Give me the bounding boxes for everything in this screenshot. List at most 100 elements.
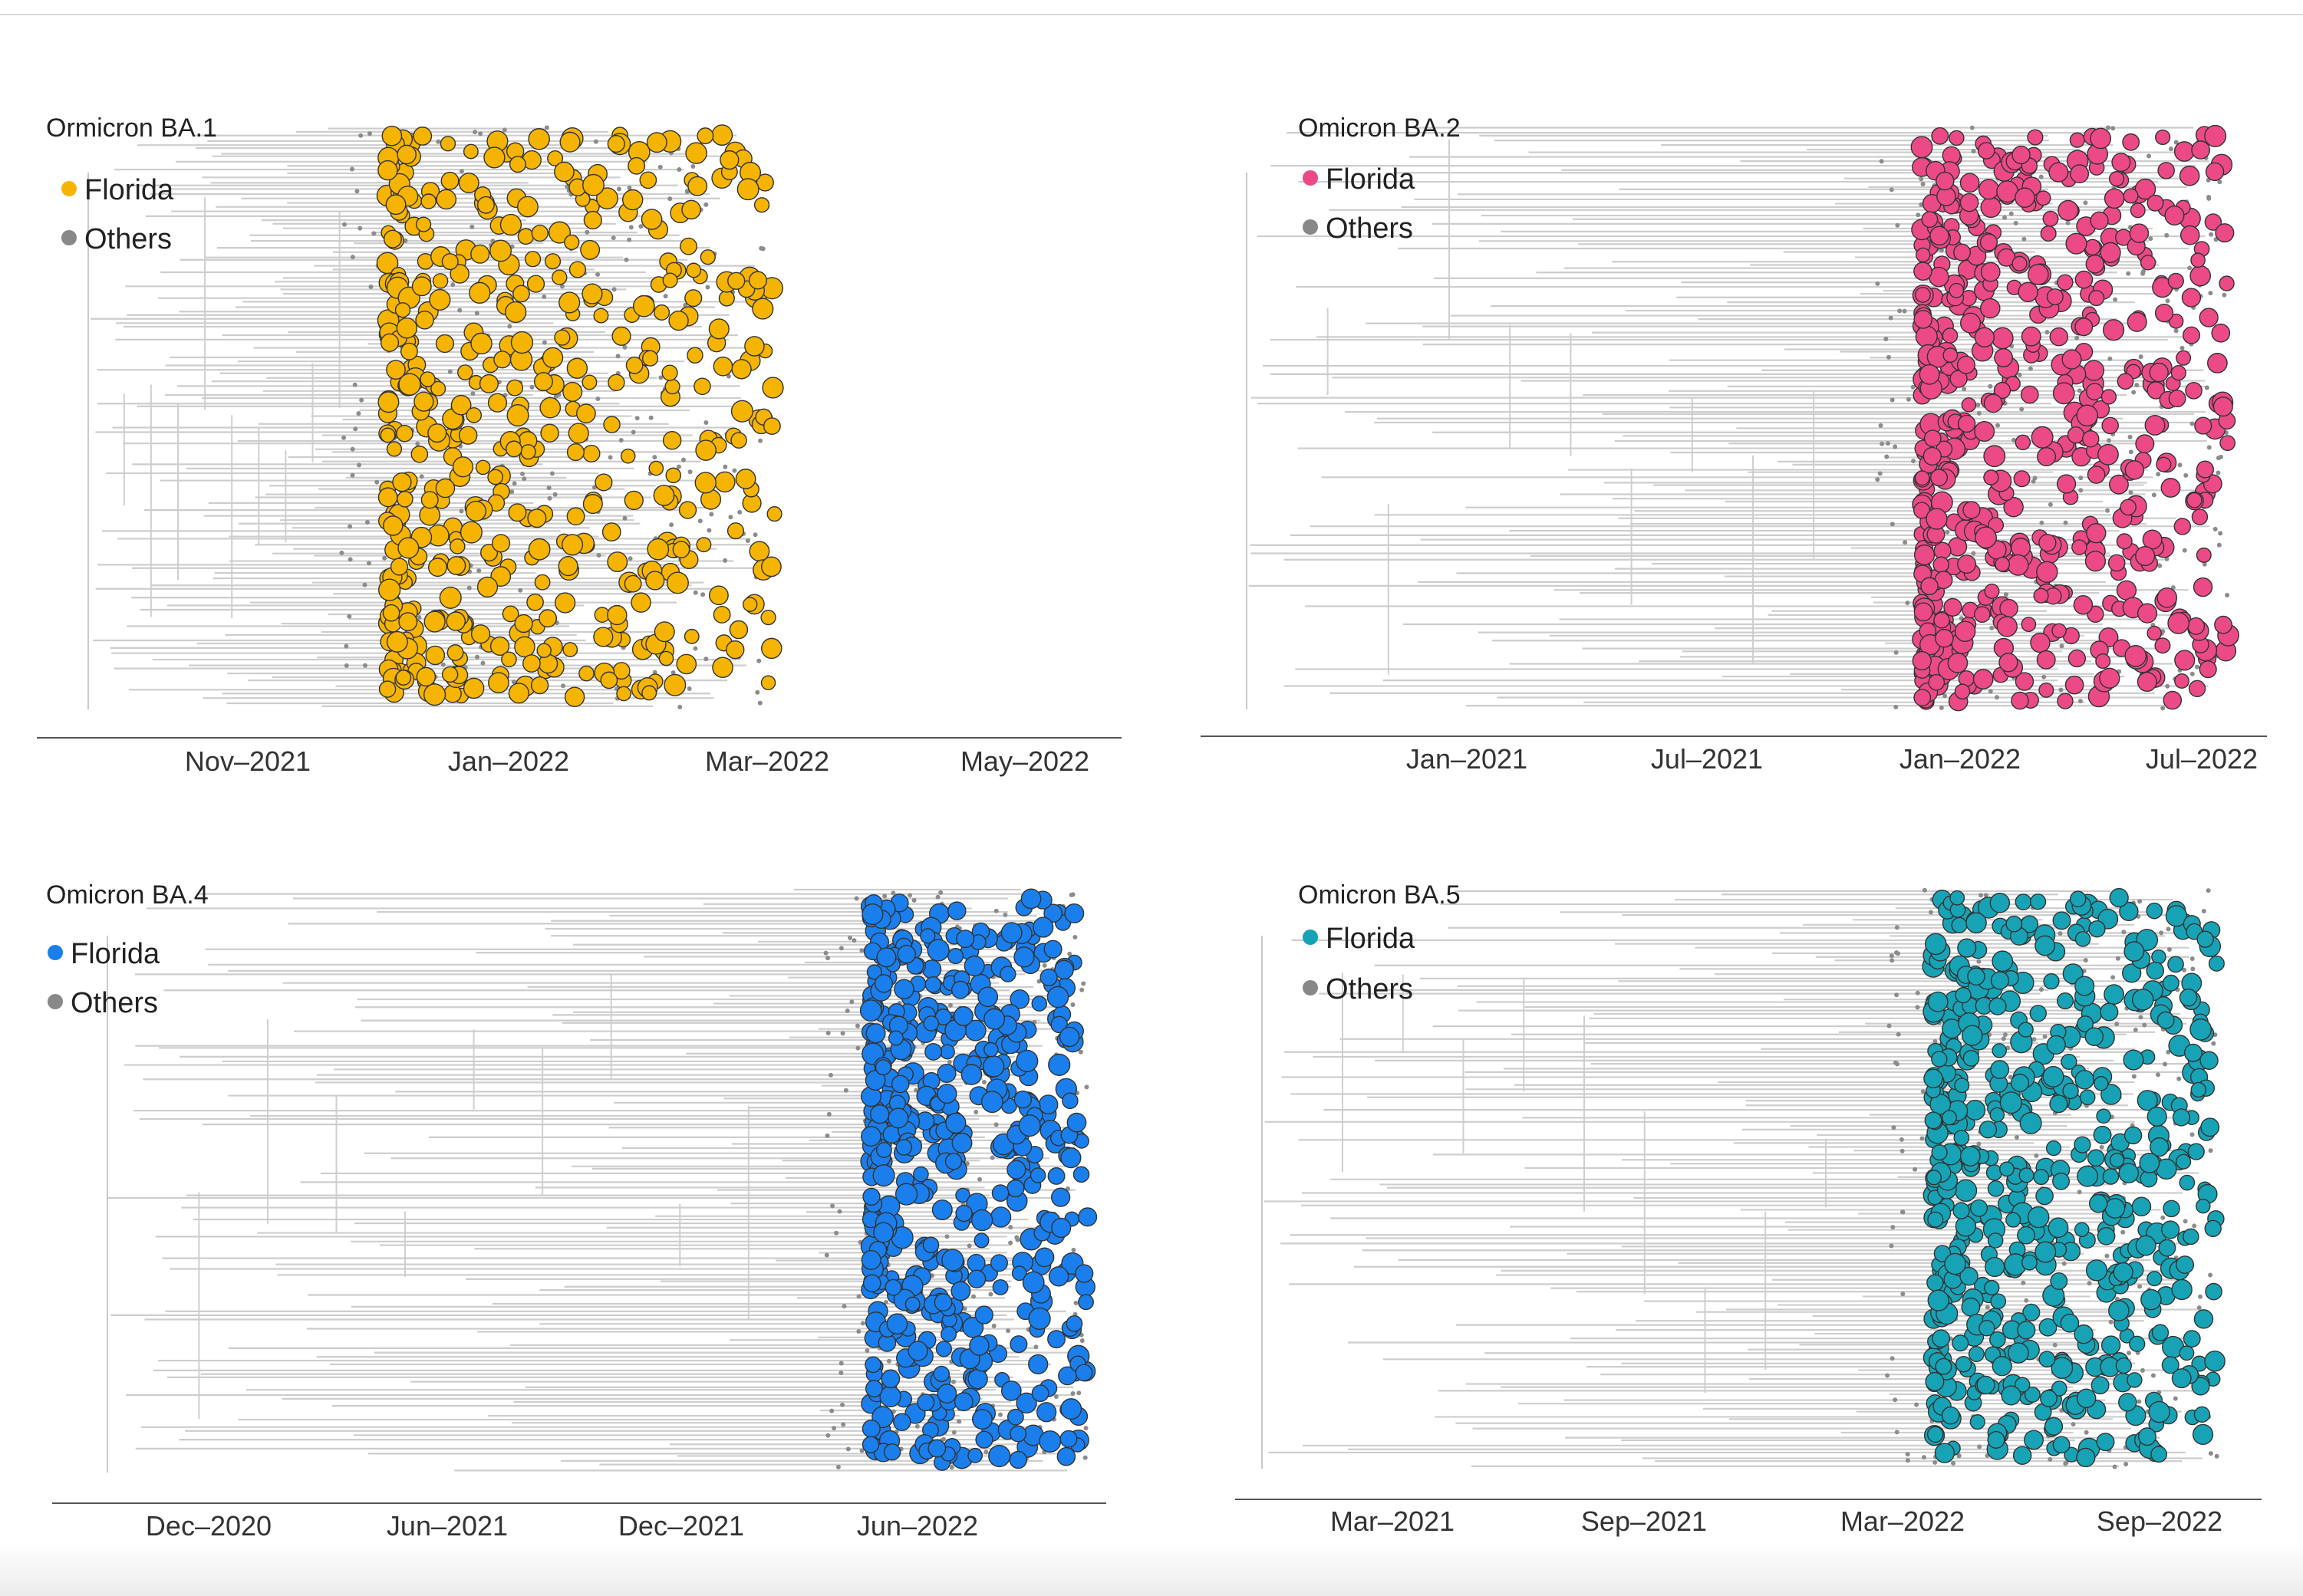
florida-tip bbox=[951, 980, 970, 999]
florida-tip bbox=[2036, 561, 2058, 584]
florida-tip bbox=[2043, 972, 2060, 990]
florida-tip bbox=[1062, 1092, 1079, 1110]
florida-tip bbox=[2010, 1073, 2030, 1093]
panel-title-ba4: Omicron BA.4 bbox=[46, 880, 209, 910]
florida-tip bbox=[1048, 1053, 1071, 1076]
florida-tip bbox=[2034, 935, 2056, 956]
others-tip bbox=[737, 509, 743, 515]
others-tip bbox=[2048, 502, 2053, 507]
florida-tip bbox=[1033, 916, 1054, 938]
florida-tip bbox=[2120, 499, 2137, 516]
florida-tip bbox=[2147, 381, 2166, 400]
florida-tip bbox=[533, 372, 553, 392]
florida-tip bbox=[1043, 903, 1063, 923]
others-tip bbox=[658, 375, 664, 380]
legend-florida-dot-ba2 bbox=[1303, 170, 1318, 186]
florida-tip bbox=[2096, 1433, 2115, 1452]
others-tip bbox=[415, 441, 420, 446]
florida-tip bbox=[964, 955, 985, 977]
florida-tip bbox=[2033, 587, 2049, 604]
others-tip bbox=[983, 1450, 989, 1455]
florida-tip bbox=[935, 1341, 952, 1357]
others-tip bbox=[1891, 1125, 1896, 1130]
florida-tip bbox=[729, 620, 749, 640]
others-tip bbox=[1076, 1390, 1082, 1396]
others-tip bbox=[652, 670, 657, 675]
florida-tip bbox=[1928, 673, 1946, 691]
others-tip bbox=[466, 585, 472, 591]
others-tip bbox=[1893, 704, 1899, 709]
florida-tip bbox=[1010, 1335, 1028, 1354]
others-tip bbox=[1932, 1038, 1938, 1044]
florida-tip bbox=[436, 189, 457, 210]
others-tip bbox=[2177, 462, 2183, 468]
florida-tip bbox=[2074, 1069, 2095, 1090]
others-tip bbox=[914, 1423, 920, 1429]
others-tip bbox=[1910, 384, 1916, 390]
others-tip bbox=[2209, 232, 2214, 237]
florida-tip bbox=[1989, 893, 2011, 913]
tip-points-ba1 bbox=[339, 124, 784, 709]
others-tip bbox=[1889, 187, 1894, 193]
others-tip bbox=[1962, 387, 1967, 392]
florida-tip bbox=[2129, 223, 2150, 243]
others-tip bbox=[859, 1448, 865, 1453]
others-tip bbox=[2021, 236, 2027, 242]
florida-tip bbox=[1959, 173, 1980, 193]
florida-tip bbox=[2077, 1165, 2099, 1187]
others-tip bbox=[709, 512, 714, 517]
others-tip bbox=[628, 225, 634, 230]
florida-tip bbox=[440, 136, 456, 152]
florida-tip bbox=[967, 1447, 983, 1463]
florida-tip bbox=[2085, 255, 2105, 274]
others-tip bbox=[470, 391, 476, 397]
others-tip bbox=[2133, 1027, 2138, 1032]
florida-tip bbox=[491, 534, 511, 553]
florida-tip bbox=[450, 264, 469, 284]
others-tip bbox=[2078, 476, 2084, 481]
others-tip bbox=[348, 524, 353, 529]
florida-tip bbox=[420, 371, 436, 387]
others-tip bbox=[2077, 388, 2082, 393]
panel-title-ba2: Omicron BA.2 bbox=[1298, 114, 1461, 143]
others-tip bbox=[2002, 1032, 2008, 1038]
florida-tip bbox=[1915, 325, 1938, 348]
florida-tip bbox=[662, 430, 682, 450]
others-tip bbox=[1975, 402, 1981, 407]
florida-tip bbox=[1913, 502, 1931, 519]
florida-tip bbox=[1935, 1357, 1952, 1375]
florida-tip bbox=[2204, 1219, 2222, 1237]
others-tip bbox=[1003, 912, 1008, 917]
others-tip bbox=[559, 284, 565, 289]
florida-tip bbox=[1916, 247, 1931, 263]
florida-tip bbox=[873, 1222, 895, 1243]
florida-tip bbox=[1998, 1161, 2015, 1177]
others-tip bbox=[2196, 1305, 2202, 1311]
florida-tip bbox=[967, 1253, 986, 1272]
florida-tip bbox=[2179, 225, 2200, 245]
others-tip bbox=[2112, 1464, 2117, 1469]
florida-tip bbox=[1011, 1265, 1027, 1282]
florida-tip bbox=[2156, 587, 2178, 608]
florida-tip bbox=[2147, 625, 2162, 641]
florida-tip bbox=[2183, 1043, 2203, 1062]
others-tip bbox=[2083, 200, 2088, 206]
florida-tip bbox=[2149, 362, 2169, 383]
florida-tip bbox=[1984, 1279, 2000, 1296]
legend-florida-label-ba4: Florida bbox=[71, 938, 160, 970]
florida-tip bbox=[2034, 1241, 2057, 1263]
others-tip bbox=[2014, 1135, 2019, 1140]
florida-tip bbox=[2147, 1106, 2167, 1127]
florida-tip bbox=[568, 423, 589, 444]
legend-others-dot-ba1 bbox=[61, 230, 77, 245]
others-tip bbox=[2206, 888, 2211, 893]
florida-tip bbox=[441, 253, 459, 271]
florida-tip bbox=[2108, 1300, 2130, 1321]
florida-tip bbox=[862, 1187, 881, 1206]
others-tip bbox=[883, 1299, 888, 1305]
florida-tip bbox=[1013, 1090, 1033, 1109]
others-tip bbox=[447, 369, 453, 374]
florida-tip bbox=[2073, 594, 2094, 615]
others-tip bbox=[2134, 383, 2140, 388]
florida-tip bbox=[2021, 326, 2041, 347]
